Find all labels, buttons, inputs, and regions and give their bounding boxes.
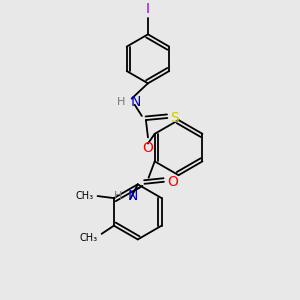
Text: N: N [130, 95, 141, 109]
Text: I: I [146, 2, 150, 16]
Text: H: H [114, 191, 122, 201]
Text: S: S [170, 111, 179, 125]
Text: N: N [127, 189, 137, 203]
Text: H: H [117, 97, 125, 107]
Text: O: O [167, 175, 178, 189]
Text: CH₃: CH₃ [75, 191, 94, 201]
Text: CH₃: CH₃ [80, 233, 98, 243]
Text: O: O [142, 142, 153, 155]
